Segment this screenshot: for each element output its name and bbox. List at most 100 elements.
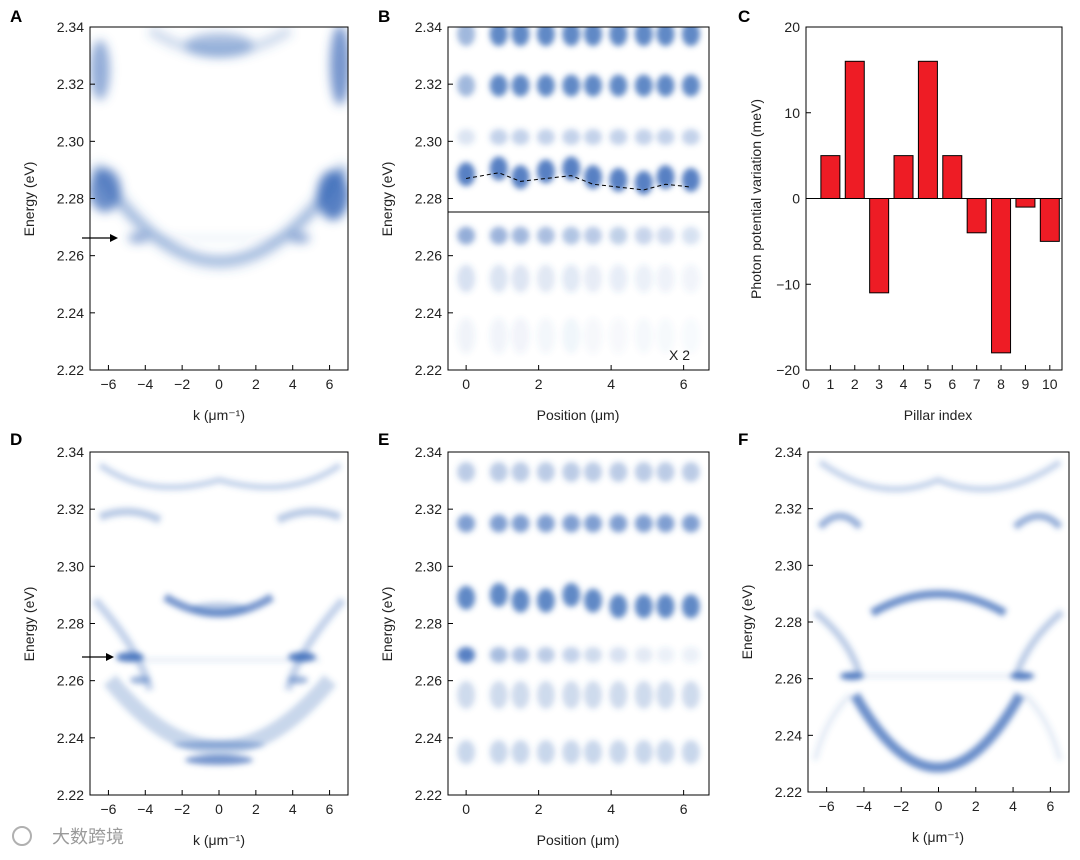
panel-f-xlabel: k (μm⁻¹) — [912, 829, 964, 845]
panel-f-ytick-label: 2.30 — [775, 557, 802, 573]
panel-d-ytick-label: 2.34 — [57, 444, 84, 460]
panel-a-ytick-label: 2.26 — [57, 248, 84, 264]
panel-c-bar-10 — [1039, 198, 1060, 242]
panel-a-xtick-label: 2 — [252, 376, 260, 392]
panel-f-ytick-label: 2.24 — [775, 727, 802, 743]
panel-c-ytick-label: 0 — [792, 191, 800, 207]
panel-c-ytick-label: −20 — [776, 362, 800, 378]
panel-d: −6 −4 −2 0 2 4 6 2.22 2.24 2.26 2.28 2.30 2.32 2.34 k… — [21, 444, 349, 848]
panel-c-xtick-label: 10 — [1042, 376, 1058, 392]
panel-f-xtick-label: −6 — [819, 798, 835, 814]
panel-c-bar-4 — [893, 155, 914, 199]
panel-d-xtick-label: 4 — [289, 801, 297, 817]
panel-b-x2-label: X 2 — [669, 347, 690, 363]
panel-d-ytick-label: 2.22 — [57, 787, 84, 803]
panel-c-xlabel: Pillar index — [904, 407, 972, 423]
watermark-logo-icon — [12, 826, 32, 846]
panel-e-ytick-label: 2.28 — [415, 616, 442, 632]
panel-b-ticks: 0 2 4 6 2.22 2.24 2.26 2.28 2.30 2.32 2.34 — [415, 19, 688, 392]
panel-a-ticks: −6 −4 −2 0 2 4 6 2.22 2.24 2.26 2.28 2.30 2.32 2.34 — [57, 19, 334, 392]
panel-b-ytick-label: 2.26 — [415, 248, 442, 264]
panel-b-xtick-label: 0 — [462, 376, 470, 392]
panel-b-heatmap — [457, 27, 700, 354]
panel-b-xtick-label: 2 — [535, 376, 543, 392]
panel-d-ytick-label: 2.32 — [57, 501, 84, 517]
panel-c-xtick-label: 0 — [802, 376, 810, 392]
watermark-text: 大数跨境 — [52, 827, 124, 847]
panel-a-xlabel: k (μm⁻¹) — [193, 407, 245, 423]
panel-f-frame — [807, 451, 1070, 793]
panel-d-ylabel: Energy (eV) — [21, 587, 37, 662]
panel-a-ytick-label: 2.32 — [57, 76, 84, 92]
panel-label-b: B — [378, 7, 390, 26]
panel-c-bar-9 — [1015, 198, 1036, 208]
panel-b-ytick-label: 2.34 — [415, 19, 442, 35]
panel-label-a: A — [10, 7, 22, 26]
panel-f-ylabel: Energy (eV) — [739, 585, 755, 660]
panel-e-xtick-label: 0 — [462, 801, 470, 817]
panel-c-xtick-label: 5 — [924, 376, 932, 392]
panel-e-ytick-label: 2.34 — [415, 444, 442, 460]
panel-d-xtick-label: 6 — [326, 801, 334, 817]
panel-f-xtick-label: −2 — [893, 798, 909, 814]
panel-label-f: F — [738, 430, 748, 449]
panel-c-xtick-label: 9 — [1022, 376, 1030, 392]
panel-c-bar-6 — [942, 155, 963, 199]
panel-b-ytick-label: 2.30 — [415, 133, 442, 149]
panel-b-ytick-label: 2.24 — [415, 305, 442, 321]
panel-b-ylabel: Energy (eV) — [379, 162, 395, 237]
panel-b-xtick-label: 4 — [607, 376, 615, 392]
panel-c-xtick-label: 8 — [997, 376, 1005, 392]
panel-c-bar-5 — [917, 60, 938, 199]
panel-f: −6 −4 −2 0 2 4 6 2.22 2.24 2.26 2.28 2.30 2.32 2.34 k… — [739, 444, 1070, 845]
panel-f-ytick-label: 2.34 — [775, 444, 802, 460]
panel-e-ylabel: Energy (eV) — [379, 587, 395, 662]
panel-f-ytick-label: 2.22 — [775, 784, 802, 800]
panel-b: X 2 0 2 4 6 2.22 2.24 2.26 2.28 2.30 2.32 2.34 Pos… — [379, 19, 710, 423]
panel-d-xtick-label: 0 — [215, 801, 223, 817]
panel-b-ytick-label: 2.28 — [415, 191, 442, 207]
panel-d-heatmap — [92, 462, 346, 765]
panel-a-ytick-label: 2.24 — [57, 305, 84, 321]
panel-b-dashed-line — [466, 172, 691, 191]
panel-f-xtick-label: 4 — [1009, 798, 1017, 814]
panel-c-xtick-label: 2 — [851, 376, 859, 392]
panel-c-xtick-label: 3 — [875, 376, 883, 392]
panel-label-c: C — [738, 7, 750, 26]
panel-e-ytick-label: 2.22 — [415, 787, 442, 803]
panel-e-ytick-label: 2.24 — [415, 730, 442, 746]
panel-a-arrowhead — [110, 234, 118, 242]
panel-e-ytick-label: 2.30 — [415, 558, 442, 574]
panel-c-ytick-label: 10 — [784, 105, 800, 121]
panel-e-xlabel: Position (μm) — [537, 832, 620, 848]
panel-e-xtick-label: 6 — [680, 801, 688, 817]
panel-e-xtick-label: 4 — [607, 801, 615, 817]
panel-d-xtick-label: −6 — [100, 801, 116, 817]
panel-d-xtick-label: −2 — [174, 801, 190, 817]
panel-e-ytick-label: 2.32 — [415, 501, 442, 517]
panel-e-ytick-label: 2.26 — [415, 673, 442, 689]
panel-a-ytick-label: 2.22 — [57, 362, 84, 378]
panel-f-heatmap — [812, 459, 1065, 773]
panel-e-ticks: 0 2 4 6 2.22 2.24 2.26 2.28 2.30 2.32 2.34 — [415, 444, 688, 817]
panel-label-e: E — [378, 430, 389, 449]
panel-c-bar-1 — [820, 155, 841, 199]
panel-b-ytick-label: 2.22 — [415, 362, 442, 378]
panel-b-ytick-label: 2.32 — [415, 76, 442, 92]
panel-a: −6 −4 −2 0 2 4 6 2.22 2.24 2.26 2.28 2.30 2.32 2.34 k… — [21, 19, 349, 423]
panel-e: 0 2 4 6 2.22 2.24 2.26 2.28 2.30 2.32 2.34 Positio… — [379, 444, 710, 848]
panel-e-heatmap — [457, 462, 700, 765]
panel-b-xlabel: Position (μm) — [537, 407, 620, 423]
panel-d-ytick-label: 2.24 — [57, 730, 84, 746]
panel-c-ytick-label: −10 — [776, 276, 800, 292]
panel-a-ytick-label: 2.34 — [57, 19, 84, 35]
panel-a-xtick-label: 0 — [215, 376, 223, 392]
panel-c-bars — [820, 60, 1060, 354]
panel-f-ytick-label: 2.26 — [775, 671, 802, 687]
panel-a-xtick-label: 6 — [326, 376, 334, 392]
panel-f-xtick-label: 2 — [972, 798, 980, 814]
panel-a-heatmap — [90, 27, 348, 270]
